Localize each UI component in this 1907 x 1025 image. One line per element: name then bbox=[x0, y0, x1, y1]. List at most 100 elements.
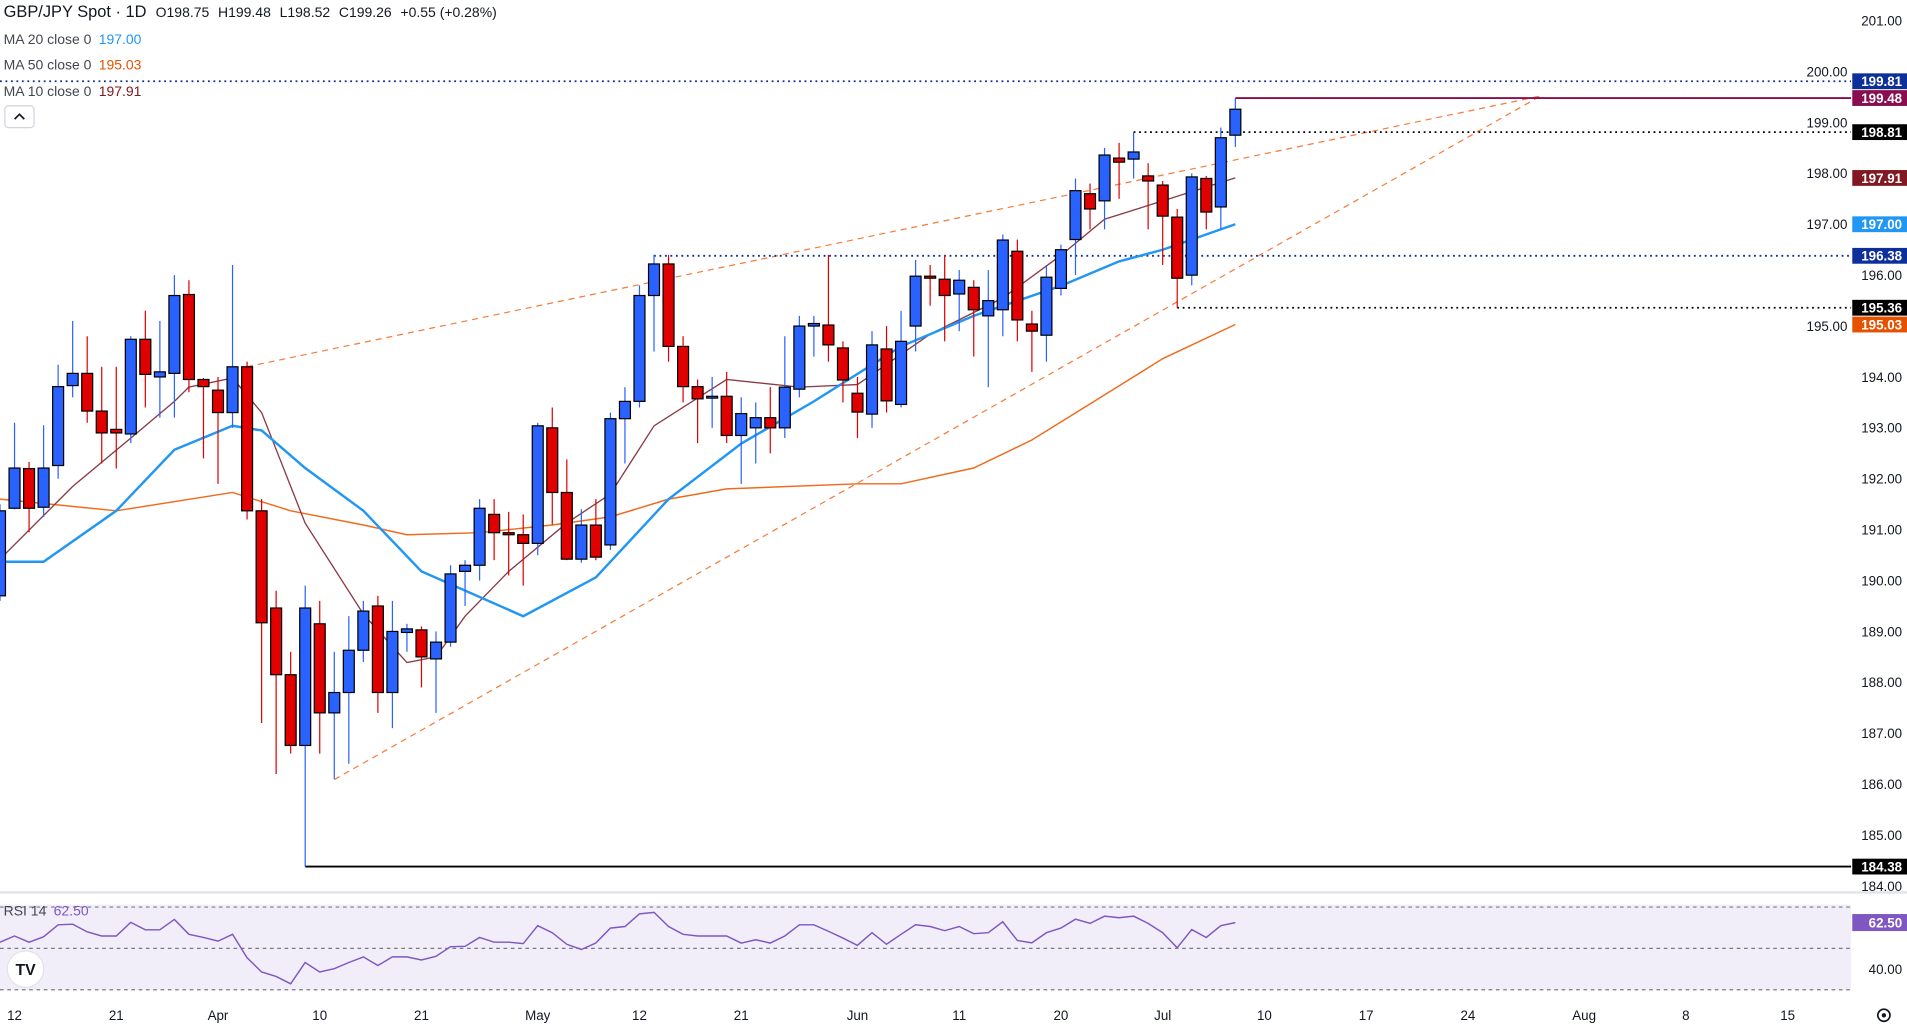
candle[interactable] bbox=[226, 264, 239, 428]
candle[interactable] bbox=[793, 315, 806, 398]
candle[interactable] bbox=[953, 270, 966, 332]
candle[interactable] bbox=[444, 565, 457, 647]
candle[interactable] bbox=[618, 387, 632, 464]
candle[interactable] bbox=[807, 315, 820, 357]
candle[interactable] bbox=[52, 364, 65, 479]
candle[interactable] bbox=[1127, 132, 1140, 179]
collapse-legend-button[interactable] bbox=[4, 105, 35, 129]
candle[interactable] bbox=[924, 264, 937, 306]
candle[interactable] bbox=[299, 585, 312, 867]
candle[interactable] bbox=[938, 254, 951, 342]
legend-ma50[interactable]: MA 50 close 0 195.03 bbox=[4, 56, 142, 72]
candle[interactable] bbox=[357, 600, 370, 662]
candle[interactable] bbox=[880, 326, 893, 413]
candle[interactable] bbox=[1040, 264, 1053, 362]
rsi-pane[interactable] bbox=[0, 904, 1852, 991]
ma50-line[interactable] bbox=[0, 323, 1236, 536]
candle[interactable] bbox=[415, 626, 428, 688]
candle[interactable] bbox=[458, 560, 472, 606]
candle[interactable] bbox=[342, 616, 355, 764]
candle[interactable] bbox=[1011, 239, 1024, 342]
candle[interactable] bbox=[851, 376, 864, 439]
candle[interactable] bbox=[676, 336, 690, 403]
candle[interactable] bbox=[1156, 180, 1169, 265]
candle[interactable] bbox=[764, 387, 777, 454]
legend-rsi[interactable]: RSI 14 62.50 bbox=[4, 903, 89, 919]
candle[interactable] bbox=[284, 651, 297, 754]
candle[interactable] bbox=[255, 499, 268, 724]
candle[interactable] bbox=[270, 590, 283, 774]
candle[interactable] bbox=[1025, 310, 1038, 372]
candle[interactable] bbox=[182, 280, 196, 393]
candle[interactable] bbox=[488, 499, 501, 561]
candle[interactable] bbox=[153, 320, 166, 418]
candle[interactable] bbox=[1054, 244, 1068, 296]
candle[interactable] bbox=[429, 631, 443, 713]
candle[interactable] bbox=[81, 336, 94, 423]
candle[interactable] bbox=[386, 600, 399, 729]
trendline-upper-wedge[interactable] bbox=[246, 95, 1541, 368]
candle[interactable] bbox=[967, 280, 980, 357]
candle[interactable] bbox=[1229, 98, 1242, 147]
candle[interactable] bbox=[1142, 163, 1155, 230]
candle[interactable] bbox=[1214, 127, 1227, 230]
time-axis[interactable]: 12 21 Apr 10 21 May 12 21 Jun 11 20 Jul 10 17 24 Aug 8 15 bbox=[7, 1008, 1795, 1023]
candle[interactable] bbox=[328, 651, 341, 780]
candle[interactable] bbox=[371, 595, 384, 713]
candle[interactable] bbox=[1113, 142, 1126, 199]
candle[interactable] bbox=[662, 254, 675, 362]
candle[interactable] bbox=[895, 310, 908, 408]
candle[interactable] bbox=[1200, 175, 1213, 230]
candle[interactable] bbox=[589, 499, 602, 561]
candle[interactable] bbox=[647, 254, 661, 352]
candle[interactable] bbox=[1185, 173, 1198, 286]
candle[interactable] bbox=[240, 361, 254, 520]
candle[interactable] bbox=[168, 275, 181, 418]
candle[interactable] bbox=[909, 259, 922, 352]
candle[interactable] bbox=[1171, 208, 1184, 308]
legend-ma10[interactable]: MA 10 close 0 197.91 bbox=[4, 83, 142, 99]
candle[interactable] bbox=[139, 310, 152, 408]
candle[interactable] bbox=[95, 366, 108, 464]
candle[interactable] bbox=[982, 270, 995, 388]
candle[interactable] bbox=[865, 331, 879, 428]
candle[interactable] bbox=[110, 366, 123, 469]
price-axis[interactable]: 201.00 200.00 199.00 198.00 197.00 196.00 195.… bbox=[1807, 14, 1903, 977]
candle[interactable] bbox=[473, 499, 486, 581]
candle[interactable] bbox=[720, 371, 733, 444]
rsi-line[interactable] bbox=[0, 911, 1236, 985]
candle[interactable] bbox=[836, 341, 850, 403]
candle[interactable] bbox=[706, 376, 719, 428]
candle[interactable] bbox=[400, 623, 414, 652]
candle[interactable] bbox=[531, 422, 544, 556]
candle[interactable] bbox=[749, 402, 762, 464]
candle[interactable] bbox=[1083, 183, 1097, 230]
candle[interactable] bbox=[197, 377, 210, 459]
candle[interactable] bbox=[37, 425, 50, 517]
candle[interactable] bbox=[633, 285, 646, 408]
ma10-line[interactable] bbox=[0, 177, 1236, 664]
candle[interactable] bbox=[575, 509, 588, 563]
candle[interactable] bbox=[22, 461, 36, 533]
trendline-lower-wedge[interactable] bbox=[333, 95, 1541, 781]
candle[interactable] bbox=[211, 376, 225, 484]
candle[interactable] bbox=[124, 336, 137, 444]
settings-gear-icon[interactable] bbox=[1876, 1008, 1891, 1023]
price-pane[interactable] bbox=[0, 80, 1852, 868]
candle[interactable] bbox=[8, 422, 21, 510]
candle[interactable] bbox=[313, 600, 326, 754]
candle[interactable] bbox=[560, 459, 573, 561]
candle[interactable] bbox=[691, 379, 704, 444]
candle[interactable] bbox=[66, 320, 79, 398]
legend-ma20[interactable]: MA 20 close 0 197.00 bbox=[4, 31, 142, 47]
candle[interactable] bbox=[546, 407, 559, 525]
candle[interactable] bbox=[1069, 178, 1082, 276]
candle[interactable] bbox=[0, 504, 7, 601]
tradingview-logo[interactable]: TV bbox=[6, 950, 45, 988]
candle[interactable] bbox=[604, 412, 617, 551]
candle[interactable] bbox=[1098, 147, 1111, 230]
candle[interactable] bbox=[517, 514, 530, 586]
candle[interactable] bbox=[996, 234, 1009, 337]
candle[interactable] bbox=[822, 254, 835, 362]
